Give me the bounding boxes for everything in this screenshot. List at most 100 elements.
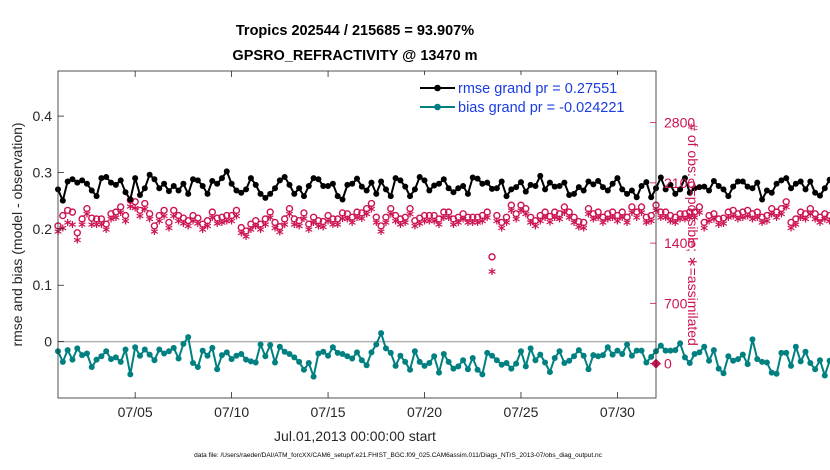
y-right-tick-label: 2100 bbox=[664, 175, 695, 191]
bias-point bbox=[180, 340, 187, 347]
obs-possible-point bbox=[208, 208, 217, 216]
bias-point bbox=[368, 349, 375, 356]
obs-assimilated-point: * bbox=[667, 214, 675, 232]
obs-assimilated-point: * bbox=[478, 214, 486, 232]
obs-possible-point bbox=[816, 213, 824, 221]
obs-possible-point bbox=[271, 218, 279, 227]
bias-point bbox=[243, 356, 250, 363]
rmse-point bbox=[358, 183, 365, 190]
obs-assimilated-point: * bbox=[594, 211, 602, 229]
bias-point bbox=[83, 350, 90, 357]
obs-possible-point bbox=[136, 206, 144, 215]
obs-possible-point bbox=[266, 208, 274, 216]
rmse-point bbox=[542, 186, 549, 193]
rmse-point bbox=[517, 179, 524, 186]
bias-point bbox=[792, 343, 799, 350]
obs-assimilated-point: * bbox=[218, 216, 226, 234]
obs-assimilated-point: * bbox=[541, 211, 549, 229]
y-right-tick-label: 700 bbox=[664, 295, 688, 311]
y-axis-left: 0 0.1 0.2 0.3 0.4 bbox=[33, 108, 64, 350]
bias-point bbox=[421, 362, 428, 369]
rmse-point bbox=[300, 193, 307, 200]
obs-assimilated-point: * bbox=[242, 230, 250, 248]
rmse-point bbox=[460, 183, 467, 190]
bias-point bbox=[551, 354, 558, 361]
obs-possible-point bbox=[488, 253, 496, 261]
bias-point bbox=[320, 348, 327, 355]
obs-assimilated-point: * bbox=[662, 211, 670, 229]
obs-assimilated-point: * bbox=[363, 208, 371, 226]
rmse-point bbox=[93, 193, 100, 200]
legend: rmse grand pr = 0.27551 bias grand pr = … bbox=[416, 75, 652, 119]
rmse-point bbox=[826, 176, 830, 183]
obs-possible-point bbox=[579, 218, 588, 227]
bias-point bbox=[431, 353, 438, 360]
obs-assimilated-point: * bbox=[372, 216, 380, 234]
obs-assimilated-point: * bbox=[339, 212, 347, 230]
obs-possible-point bbox=[628, 203, 636, 211]
legend-rmse-marker bbox=[434, 84, 441, 92]
rmse-point bbox=[696, 184, 703, 191]
y-left-tick-label: 0.1 bbox=[33, 277, 53, 293]
bias-point bbox=[508, 365, 515, 372]
obs-assimilated-point: * bbox=[165, 221, 173, 239]
bias-point bbox=[720, 370, 727, 377]
rmse-point bbox=[580, 187, 587, 194]
obs-possible-point bbox=[729, 206, 737, 215]
obs-possible-point bbox=[536, 211, 544, 220]
obs-assimilated-point: * bbox=[546, 215, 554, 233]
rmse-point bbox=[325, 183, 332, 190]
obs-assimilated-point: * bbox=[536, 214, 544, 232]
obs-assimilated-point: * bbox=[710, 213, 718, 231]
bias-point bbox=[826, 357, 830, 364]
obs-assimilated-point: * bbox=[247, 223, 255, 241]
rmse-point bbox=[214, 180, 221, 187]
obs-assimilated-point: * bbox=[314, 220, 322, 238]
obs-assimilated-point: * bbox=[777, 208, 785, 226]
obs-possible-point bbox=[145, 210, 154, 218]
obs-possible-point bbox=[372, 213, 380, 221]
obs-assimilated-point: * bbox=[368, 202, 376, 220]
rmse-point bbox=[291, 190, 298, 197]
y-right-tick-label: 1400 bbox=[664, 235, 695, 251]
rmse-point bbox=[469, 174, 476, 181]
rmse-point bbox=[421, 177, 428, 184]
rmse-point bbox=[296, 185, 303, 192]
bias-point bbox=[378, 330, 385, 337]
obs-assimilated-point: * bbox=[734, 213, 742, 231]
rmse-point bbox=[749, 185, 756, 192]
bias-point bbox=[701, 343, 708, 350]
obs-assimilated-point: * bbox=[623, 216, 631, 234]
bias-point bbox=[633, 347, 640, 354]
rmse-point bbox=[614, 175, 621, 182]
obs-assimilated-point: * bbox=[715, 218, 723, 236]
obs-assimilated-point: * bbox=[575, 220, 583, 238]
bias-point bbox=[354, 349, 360, 356]
bias-point bbox=[672, 347, 679, 354]
obs-assimilated-point: * bbox=[633, 211, 641, 229]
rmse-point bbox=[445, 185, 452, 192]
obs-possible-point bbox=[102, 220, 110, 228]
obs-assimilated-point: * bbox=[281, 218, 289, 236]
obs-possible-point bbox=[141, 199, 149, 208]
obs-possible-point bbox=[223, 211, 231, 220]
rmse-point bbox=[64, 178, 71, 185]
rmse-point bbox=[411, 186, 418, 193]
bias-point bbox=[349, 355, 356, 362]
obs-possible-point bbox=[806, 204, 815, 213]
obs-possible-point bbox=[170, 206, 178, 215]
rmse-point bbox=[281, 173, 288, 180]
rmse-point bbox=[821, 185, 828, 192]
bias-point bbox=[59, 358, 66, 365]
obs-possible-point bbox=[237, 223, 245, 232]
rmse-point bbox=[633, 194, 640, 201]
rmse-point bbox=[739, 178, 746, 185]
bias-point bbox=[754, 356, 761, 363]
obs-possible-point bbox=[319, 217, 327, 226]
obs-assimilated-point: * bbox=[329, 218, 337, 236]
bias-point bbox=[566, 357, 573, 364]
bias-point bbox=[161, 350, 168, 357]
obs-possible-point bbox=[88, 214, 96, 222]
rmse-point bbox=[628, 187, 635, 194]
bias-point bbox=[638, 347, 645, 354]
